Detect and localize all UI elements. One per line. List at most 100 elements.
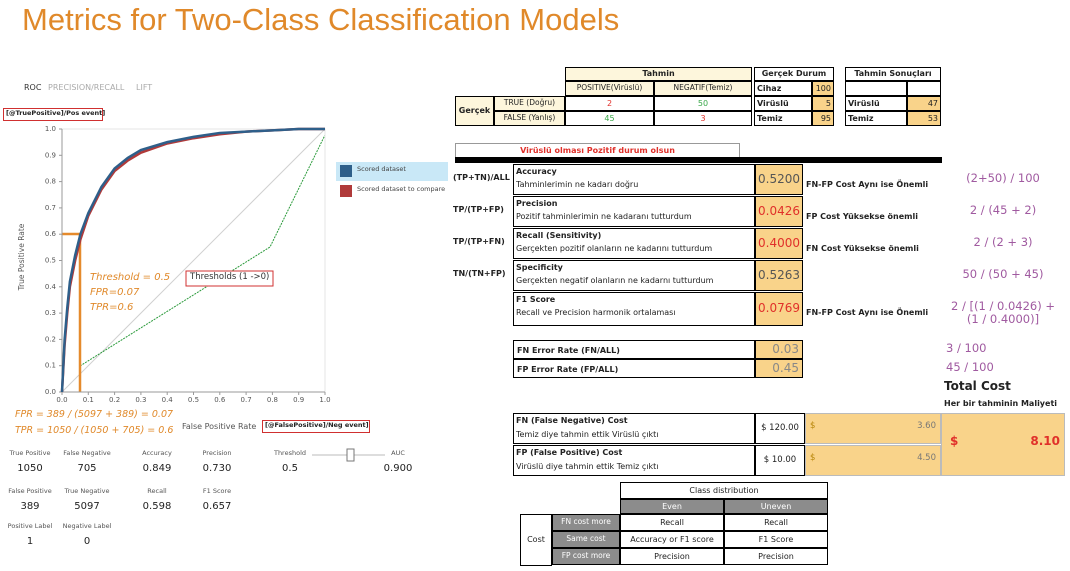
metric-importance: FP Cost Yüksekse önemli xyxy=(806,212,918,221)
row-header: Cihaz xyxy=(754,81,812,96)
annotation: Threshold = 0.5 xyxy=(90,272,171,283)
cost-currency: $ xyxy=(810,453,816,463)
stat-value: 0.900 xyxy=(383,463,413,474)
stat-label: True Positive xyxy=(9,449,51,457)
stat-label: Positive Label xyxy=(7,522,53,530)
guide-line xyxy=(79,134,326,367)
cost-cell xyxy=(513,413,755,444)
cell xyxy=(907,81,941,96)
total-currency: $ xyxy=(950,434,959,448)
stat-value: 0.598 xyxy=(142,501,172,512)
metric-cell xyxy=(513,228,755,259)
error-calculation: 3 / 100 xyxy=(946,341,987,355)
metric-cell xyxy=(513,292,755,326)
cost-description: Virüslü diye tahmin ettik Temiz çıktı xyxy=(516,462,659,471)
cell: Accuracy or F1 score xyxy=(620,531,724,548)
formula: TPR = 1050 / (1050 + 705) = 0.6 xyxy=(15,425,174,436)
metric-value: 0.0426 xyxy=(755,196,803,227)
stat-label: Recall xyxy=(147,487,167,495)
stat-value: 1 xyxy=(26,536,34,547)
divider xyxy=(455,157,942,163)
y-tick-label: 0.8 xyxy=(45,178,56,186)
stat-value: 0.730 xyxy=(202,463,232,474)
x-tick-label: 0.3 xyxy=(135,396,146,404)
stat-value: 0 xyxy=(83,536,91,547)
cell: Precision xyxy=(620,548,724,565)
cost-description: Temiz diye tahmin ettik Virüslü çıktı xyxy=(516,430,659,439)
x-tick-label: 0.0 xyxy=(56,396,67,404)
metric-description: Pozitif tahminlerimin ne kadaranı tuttur… xyxy=(516,212,692,221)
total-value: 8.10 xyxy=(1030,434,1060,448)
total-subtitle: Her bir tahminin Maliyeti xyxy=(944,399,1058,408)
formula: FPR = 389 / (5097 + 389) = 0.07 xyxy=(15,409,174,420)
metric-calculation: 2 / (45 + 2) xyxy=(969,203,1037,217)
metric-formula: (TP+TN)/ALL xyxy=(453,173,510,182)
row-header: FN cost more xyxy=(552,514,620,531)
y-tick-label: 0.2 xyxy=(45,335,56,343)
y-tick-label: 0.0 xyxy=(45,388,56,396)
cell: 53 xyxy=(907,111,941,126)
cell: Recall xyxy=(620,514,724,531)
metric-calculation: 2 / [(1 / 0.0426) + (1 / 0.4000)] xyxy=(951,299,1055,327)
row-header: Virüslü xyxy=(845,96,907,111)
roc-curve xyxy=(60,127,325,393)
thresholds-box xyxy=(185,270,274,287)
stat-label: Accuracy xyxy=(142,449,172,457)
metric-cell xyxy=(513,196,755,227)
stat-label: False Positive xyxy=(8,487,52,495)
stat-label: Threshold xyxy=(273,449,307,457)
cost-name: FP (False Positive) Cost xyxy=(516,448,623,457)
tab: ROC xyxy=(24,83,42,92)
stat-label: True Negative xyxy=(64,487,110,495)
column-header: NEGATIF(Temiz) xyxy=(654,81,752,96)
metric-cell xyxy=(513,260,755,291)
cost-currency: $ xyxy=(810,421,816,431)
metric-importance: FN Cost Yüksekse önemli xyxy=(806,244,919,253)
stat-value: 0.5 xyxy=(282,463,298,474)
y-tick-label: 1.0 xyxy=(45,125,56,133)
cell: 47 xyxy=(907,96,941,111)
x-tick-label: 0.5 xyxy=(188,396,199,404)
metric-formula: TN/(TN+FP) xyxy=(453,269,506,278)
y-tick-label: 0.1 xyxy=(45,362,56,370)
row-header: FALSE (Yanlış) xyxy=(494,111,565,126)
y-tick-label: 0.3 xyxy=(45,309,56,317)
stat-value: 1050 xyxy=(17,463,43,474)
row-header: Same cost xyxy=(552,531,620,548)
x-tick-label: 0.9 xyxy=(293,396,304,404)
cost-value: 4.50 xyxy=(917,453,936,463)
diagonal xyxy=(61,128,326,393)
metric-name: F1 Score xyxy=(516,295,556,304)
metric-description: Gerçekten pozitif olanların ne kadarını … xyxy=(516,244,713,253)
error-calculation: 45 / 100 xyxy=(946,360,994,374)
legend-label: Scored dataset xyxy=(357,166,406,173)
error-value: 0.03 xyxy=(755,340,803,359)
x-tick-label: 1.0 xyxy=(319,396,330,404)
table-header: Tahmin xyxy=(565,67,752,81)
x-tick-label: 0.8 xyxy=(267,396,278,404)
cell xyxy=(845,81,907,96)
row-header: Virüslü xyxy=(754,96,812,111)
metric-description: Tahminlerimin ne kadarı doğru xyxy=(516,180,639,189)
roc-chart: 0.0 0.1 0.2 0.3 0.4 0.5 0.6 0.7 0.8 0.9 1.0 0.0 0.1 0… xyxy=(45,125,331,404)
row-header: Temiz xyxy=(754,111,812,126)
x-axis-label: False Positive Rate xyxy=(182,422,257,431)
y-tick-label: 0.7 xyxy=(45,204,56,212)
table-header: Gerçek Durum xyxy=(754,67,834,81)
metric-importance: FN-FP Cost Aynı ise Önemli xyxy=(806,180,929,189)
stat-value: 5097 xyxy=(74,501,100,512)
unit-cost: $ 10.00 xyxy=(755,445,805,476)
y-axis-label: True Positive Rate xyxy=(17,223,26,291)
legend-swatch xyxy=(340,165,352,177)
y-axis-tag: [@TruePositive]/Pos event] xyxy=(3,108,105,121)
unit-cost: $ 120.00 xyxy=(755,413,805,444)
metric-value: 0.0769 xyxy=(755,292,803,326)
cell: Precision xyxy=(724,548,828,565)
x-tick-label: 0.7 xyxy=(241,396,252,404)
metric-name: Accuracy xyxy=(516,167,557,176)
tab: PRECISION/RECALL xyxy=(48,83,125,92)
legend-label: Scored dataset to compare xyxy=(357,186,445,193)
legend-swatch xyxy=(340,185,352,197)
column-header: POSITIVE(Virüslü) xyxy=(565,81,654,96)
metric-calculation: (2+50) / 100 xyxy=(966,171,1040,185)
